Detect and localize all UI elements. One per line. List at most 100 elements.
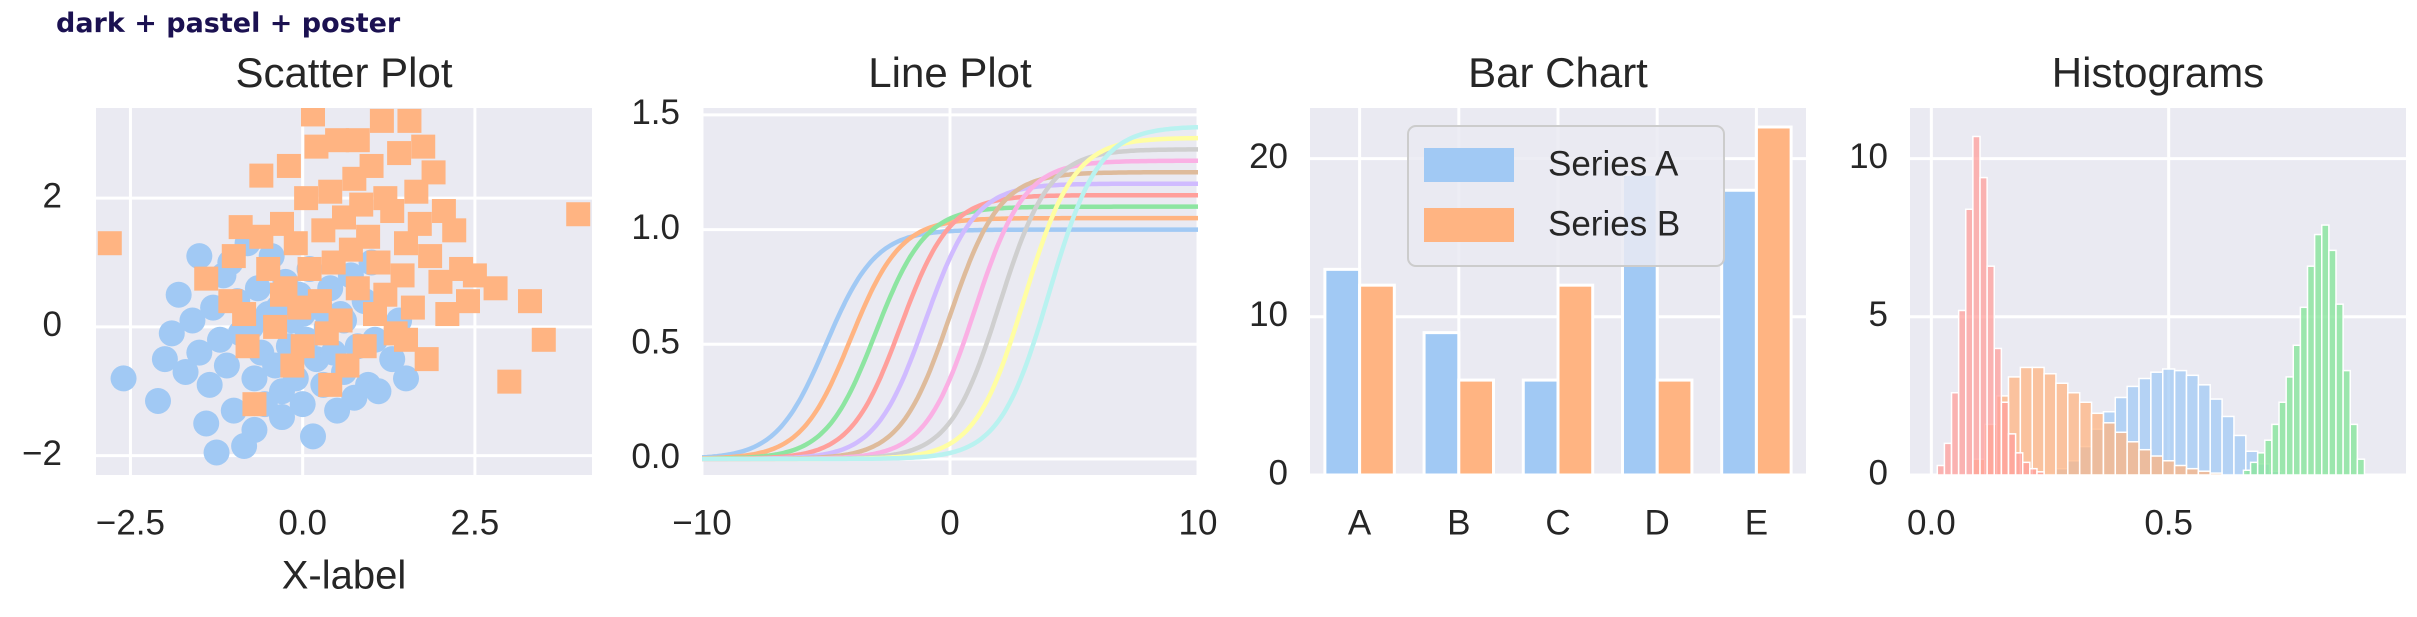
scatter-point xyxy=(297,256,322,281)
scatter-point xyxy=(531,327,556,352)
x-tick-label: 0.0 xyxy=(278,503,327,542)
bar xyxy=(1754,125,1793,477)
scatter-point xyxy=(566,202,591,227)
histogram-bin xyxy=(2114,431,2128,475)
line-series xyxy=(702,204,1198,461)
scatter-point xyxy=(394,327,418,352)
histogram-bin xyxy=(2197,384,2211,475)
histogram-bin xyxy=(2285,376,2295,475)
scatter-point xyxy=(345,128,370,153)
histogram-bin xyxy=(2031,366,2045,475)
x-tick-label: E xyxy=(1745,503,1768,542)
histogram-bin xyxy=(1979,176,1988,475)
scatter-point xyxy=(356,224,381,249)
histogram-bin xyxy=(2299,306,2309,475)
scatter-point xyxy=(172,358,199,385)
scatter-point xyxy=(365,378,392,405)
scatter-point xyxy=(421,160,446,185)
x-tick-label: 2.5 xyxy=(451,503,500,542)
scatter-point xyxy=(301,108,325,127)
scatter-panel: Scatter Plot −2.5 0.0 2.5 −2 0 2 X-label xyxy=(22,49,592,598)
bar xyxy=(1422,331,1461,477)
scatter-point xyxy=(294,186,319,211)
scatter-point xyxy=(145,387,171,414)
y-tick-label: 10 xyxy=(1249,295,1288,334)
histogram-bin xyxy=(1943,442,1953,475)
histogram-bin xyxy=(2342,369,2351,475)
histogram-bin xyxy=(2313,233,2323,475)
histogram-bin xyxy=(2173,464,2188,475)
histogram-bin xyxy=(1950,391,1960,475)
scatter-point xyxy=(300,423,326,450)
legend-swatch xyxy=(1424,148,1514,182)
chart-title: Scatter Plot xyxy=(235,49,452,96)
histogram-bin xyxy=(2000,401,2010,475)
histogram-bin xyxy=(2209,398,2223,475)
bar xyxy=(1521,378,1560,477)
histogram-bin xyxy=(2150,455,2164,475)
scatter-point xyxy=(220,397,247,424)
scatter-point xyxy=(221,244,246,269)
histogram-bin xyxy=(2321,224,2330,475)
histogram-bin xyxy=(2256,452,2266,475)
scatter-point xyxy=(97,231,122,256)
histogram-bin xyxy=(2197,470,2211,475)
scatter-point xyxy=(379,346,406,373)
scatter-point xyxy=(373,186,398,211)
scatter-point xyxy=(390,263,415,288)
scatter-point xyxy=(307,289,332,314)
legend-swatch xyxy=(1424,208,1514,242)
y-tick-label: 20 xyxy=(1249,137,1288,176)
scatter-point xyxy=(203,439,230,466)
histogram-bin xyxy=(2043,373,2057,475)
scatter-point xyxy=(407,211,432,236)
scatter-point xyxy=(276,153,301,178)
histogram-bin xyxy=(2271,423,2280,475)
scatter-point xyxy=(241,365,268,392)
scatter-point xyxy=(400,295,425,320)
scatter-point xyxy=(194,266,219,291)
histogram-bin xyxy=(1993,347,2003,475)
chart-title: Line Plot xyxy=(868,49,1032,96)
y-tick-label: 5 xyxy=(1869,295,1888,334)
scatter-point xyxy=(269,404,295,431)
scatter-point xyxy=(289,391,316,418)
histogram-bin xyxy=(2173,369,2188,475)
histogram-panel: Histograms 0.0 0.5 0 5 10 xyxy=(1849,49,2406,542)
histogram-bin xyxy=(2090,412,2105,475)
scatter-point xyxy=(165,281,192,308)
x-tick-label: B xyxy=(1447,503,1470,542)
x-tick-label: 10 xyxy=(1179,503,1218,542)
scatter-point xyxy=(263,314,288,339)
line-series xyxy=(702,227,1198,460)
histogram-bin xyxy=(1972,135,1981,475)
y-tick-label: 0.0 xyxy=(631,437,680,476)
scatter-point xyxy=(456,289,480,314)
scatter-point xyxy=(311,218,336,243)
scatter-point xyxy=(414,347,439,372)
scatter-point xyxy=(318,179,343,204)
scatter-points xyxy=(97,108,591,466)
scatter-point xyxy=(387,141,412,166)
histogram-bin xyxy=(2306,265,2316,475)
histogram-bin xyxy=(2233,434,2247,475)
scatter-point xyxy=(349,192,374,217)
scatter-point xyxy=(304,134,329,159)
y-tick-label: 1.5 xyxy=(631,93,680,132)
bar xyxy=(1720,188,1758,477)
histogram-bin xyxy=(2078,401,2093,475)
scatter-point xyxy=(483,276,508,301)
scatter-point xyxy=(241,416,268,443)
chart-title: Histograms xyxy=(2052,49,2264,96)
histogram-bin xyxy=(1986,265,1995,475)
line-panel: Line Plot −10 0 10 0.0 0.5 1.0 1.5 xyxy=(631,49,1217,542)
scatter-point xyxy=(325,128,350,153)
scatter-point xyxy=(232,302,257,327)
line-series xyxy=(702,215,1198,461)
histogram-bin xyxy=(2328,249,2337,475)
scatter-point xyxy=(318,372,343,397)
scatter-point xyxy=(158,320,185,347)
x-tick-label: C xyxy=(1545,503,1570,542)
scatter-point xyxy=(397,108,422,133)
histogram-bin xyxy=(1957,309,1967,475)
